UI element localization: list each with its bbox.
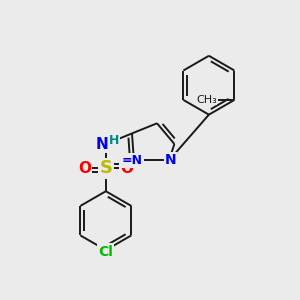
Text: CH₃: CH₃: [196, 95, 217, 105]
Text: =N: =N: [122, 154, 143, 167]
Text: H: H: [109, 134, 119, 147]
Text: Cl: Cl: [98, 244, 113, 259]
Text: N: N: [165, 153, 176, 167]
Text: N: N: [96, 136, 108, 152]
Text: O: O: [121, 161, 134, 176]
Text: S: S: [99, 159, 112, 177]
Text: O: O: [78, 161, 91, 176]
